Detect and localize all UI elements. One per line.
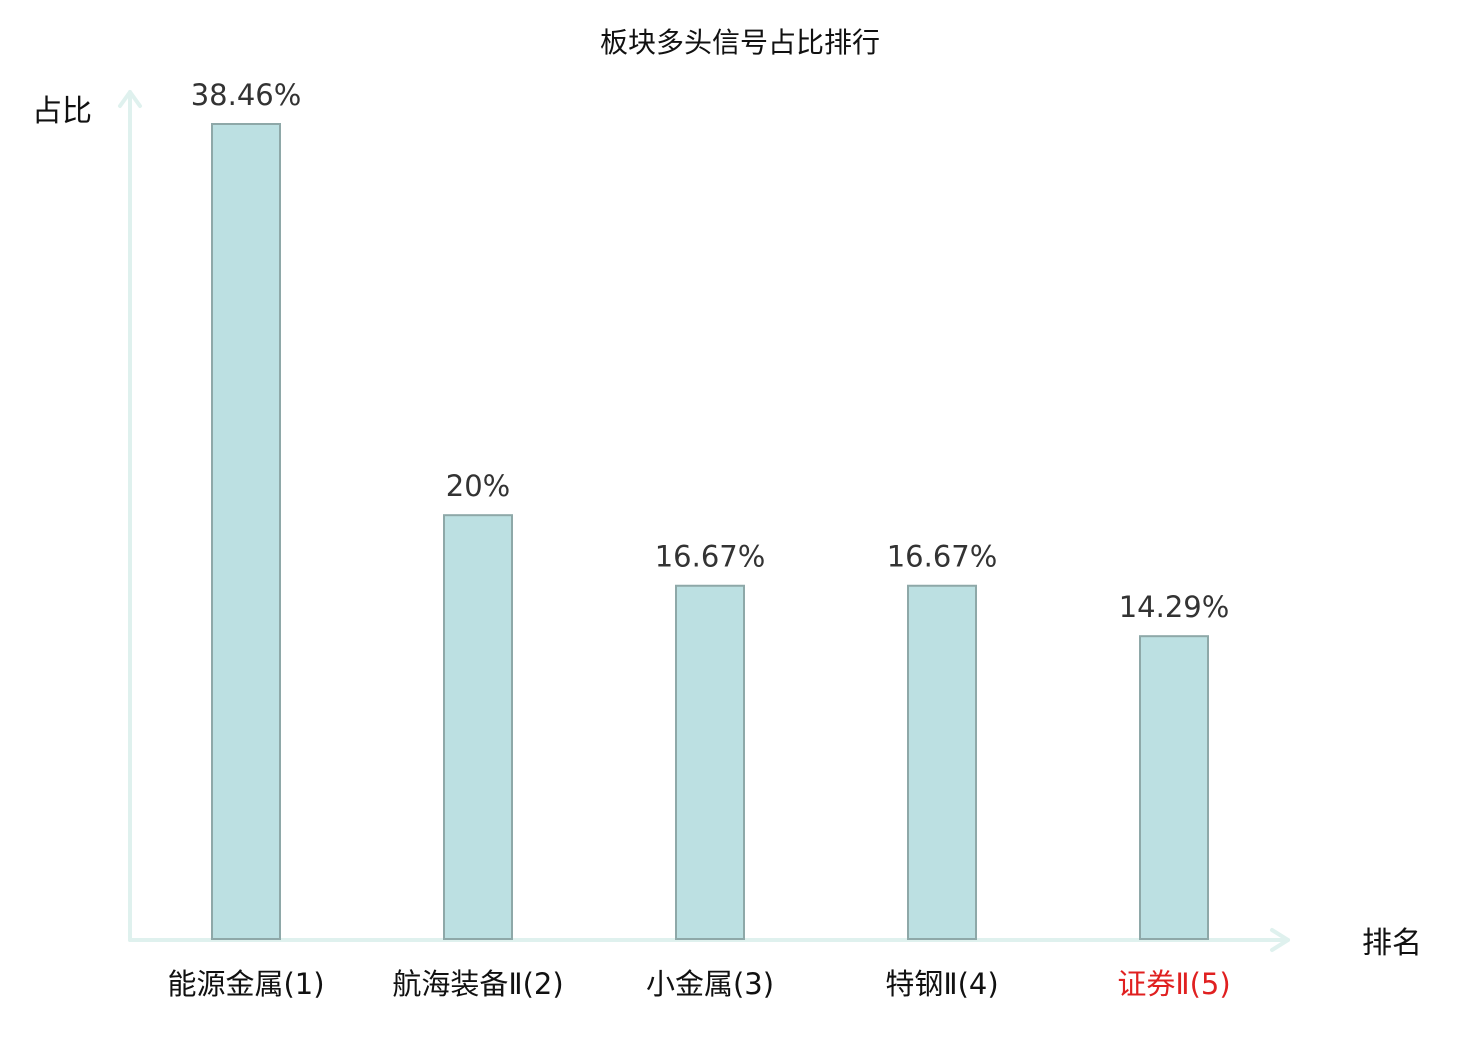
category-label-5: 证券Ⅱ(5) [1117, 967, 1230, 1001]
y-axis [118, 90, 142, 942]
bar-4 [907, 584, 977, 941]
value-label-1: 38.46% [191, 78, 302, 112]
bar-2 [443, 514, 513, 940]
chart-title: 板块多头信号占比排行 [600, 26, 880, 59]
bar-1 [211, 123, 281, 940]
category-label-2: 航海装备Ⅱ(2) [392, 967, 563, 1001]
bar-3 [675, 584, 745, 941]
value-label-3: 16.67% [655, 540, 766, 574]
category-label-3: 小金属(3) [646, 967, 774, 1001]
y-axis-label: 占比 [32, 94, 92, 129]
category-label-4: 特钢Ⅱ(4) [885, 967, 998, 1001]
category-label-1: 能源金属(1) [167, 967, 324, 1001]
value-label-2: 20% [446, 469, 510, 503]
value-labels-group: 38.46% 20% 16.67% 16.67% 14.29% [191, 78, 1230, 624]
value-label-4: 16.67% [887, 540, 998, 574]
category-labels-group: 能源金属(1) 航海装备Ⅱ(2) 小金属(3) 特钢Ⅱ(4) 证券Ⅱ(5) [167, 967, 1230, 1001]
value-label-5: 14.29% [1119, 590, 1230, 624]
x-axis-label: 排名 [1362, 926, 1422, 961]
bar-5 [1139, 635, 1209, 940]
bars-group [211, 123, 1209, 941]
